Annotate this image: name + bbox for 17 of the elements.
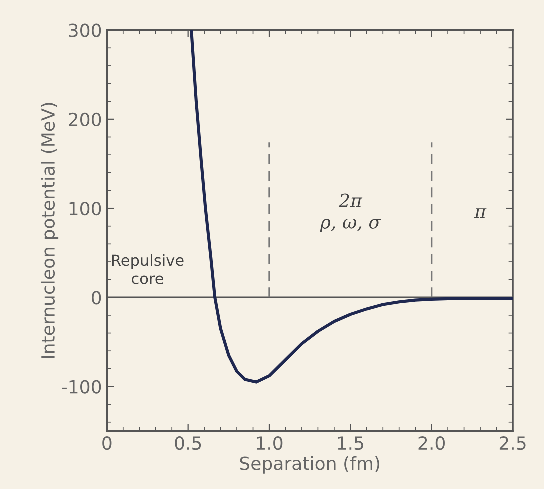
- annotation: 2π ρ, ω, σ: [320, 194, 382, 233]
- y-tick-label: 200: [69, 112, 102, 127]
- y-tick-label: 300: [69, 24, 102, 38]
- x-tick-label: 2.5: [500, 436, 526, 450]
- x-tick-label: 0: [102, 436, 112, 450]
- y-axis-title: Internucleon potential (MeV): [41, 103, 59, 358]
- y-tick-label: 0: [92, 291, 102, 305]
- y-tick-label: 100: [70, 202, 102, 216]
- x-tick-label: 1.5: [338, 436, 364, 450]
- x-axis-title: Separation (fm): [240, 456, 380, 474]
- x-tick-label: 1.0: [257, 436, 283, 450]
- line-series: [190, 30, 513, 384]
- annotation: Repulsive core: [112, 254, 184, 284]
- x-tick-label: 2.0: [418, 436, 445, 450]
- annotation: π: [474, 208, 487, 218]
- x-tick-label: 0.5: [175, 436, 202, 450]
- y-tick-label: -100: [62, 380, 102, 394]
